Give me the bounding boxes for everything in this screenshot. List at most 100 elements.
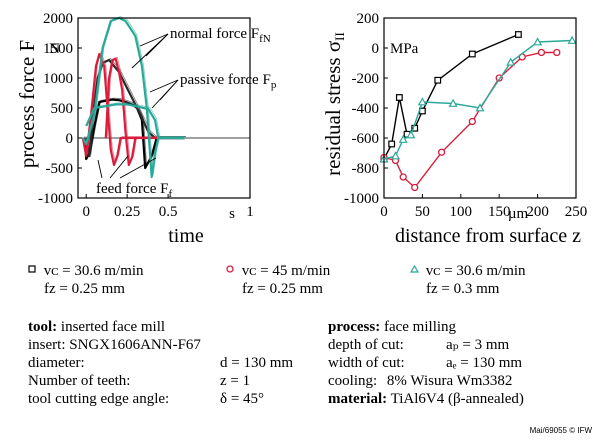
annotation-label: feed force Ff bbox=[96, 181, 172, 200]
right-x-tick-label: 50 bbox=[415, 204, 430, 220]
legend-vc: vᴄ = 30.6 m/min bbox=[43, 263, 144, 279]
annotation-text: passive force F bbox=[180, 72, 271, 88]
left-series-trace-0 bbox=[85, 97, 186, 168]
legend-item-circle: vᴄ = 45 m/min fᴢ = 0.25 mm bbox=[226, 262, 330, 298]
right-y-axis-label-text: residual stress σ bbox=[321, 41, 345, 176]
left-series-trace-4 bbox=[84, 16, 186, 176]
data-point-triangle bbox=[567, 35, 577, 44]
left-annotations: normal force FfN passive force Fp feed for… bbox=[96, 26, 277, 200]
right-x-unit: µm bbox=[508, 206, 529, 222]
tool-insert: insert: SNGX1606ANN-F67 bbox=[28, 337, 201, 353]
right-series-line-triangle bbox=[383, 39, 573, 160]
data-point-circle bbox=[468, 117, 476, 126]
right-ticks: -1000 -800 -600 -400 -200 0 200 0 50 100 150 200 250 bbox=[344, 11, 587, 220]
annotation-text: feed force F bbox=[96, 181, 168, 197]
left-y-tick-label: 1500 bbox=[43, 41, 73, 57]
teeth-value: z = 1 bbox=[220, 373, 251, 389]
tool-heading: tool: bbox=[28, 319, 58, 335]
annotation-pointer bbox=[139, 33, 169, 47]
process-info: process: face milling depth of cut: aₚ = … bbox=[328, 318, 524, 408]
left-y-tick-label: -500 bbox=[46, 161, 74, 177]
right-series-line-circle bbox=[383, 51, 557, 189]
data-point-circle bbox=[399, 173, 407, 181]
annotation-sub: f bbox=[168, 188, 172, 200]
width-label: width of cut: bbox=[328, 355, 405, 371]
data-point-circle bbox=[537, 48, 546, 57]
data-point-triangle bbox=[448, 98, 458, 107]
left-y-axis-label: process force F bbox=[15, 40, 39, 168]
data-point-circle bbox=[553, 48, 561, 57]
width-value: aₑ = 130 mm bbox=[446, 355, 523, 371]
left-x-tick-label: 0.5 bbox=[159, 204, 178, 220]
left-series-trace-5 bbox=[87, 102, 186, 137]
depth-label: depth of cut: bbox=[328, 337, 404, 353]
right-x-tick-label: 250 bbox=[565, 204, 588, 220]
right-y-tick-label: -400 bbox=[352, 101, 380, 117]
left-y-tick-label: -1000 bbox=[38, 191, 73, 207]
right-y-axis-label: residual stress σII bbox=[321, 32, 347, 176]
teeth-label: Number of teeth: bbox=[28, 373, 131, 389]
data-point-square bbox=[434, 76, 442, 84]
left-series-line-0 bbox=[83, 98, 185, 170]
legend-vc: vᴄ = 30.6 m/min bbox=[425, 263, 526, 279]
data-point-triangle bbox=[475, 103, 485, 112]
left-y-tick-label: 0 bbox=[66, 131, 74, 147]
annotation-text: normal force F bbox=[170, 26, 259, 42]
right-x-tick-label: 200 bbox=[526, 204, 549, 220]
right-y-tick-label: 0 bbox=[372, 41, 380, 57]
right-x-tick-label: 100 bbox=[450, 204, 473, 220]
cooling-label: cooling: bbox=[328, 373, 378, 389]
data-point-triangle bbox=[391, 151, 401, 160]
annotation-pointer bbox=[149, 79, 179, 93]
process-type: face milling bbox=[383, 319, 457, 335]
right-y-tick-label: -600 bbox=[352, 131, 380, 147]
annotation-label: passive force Fp bbox=[180, 72, 277, 91]
right-chart: -1000 -800 -600 -400 -200 0 200 0 50 100 150 200 250… bbox=[321, 11, 587, 247]
data-point-triangle bbox=[506, 57, 516, 66]
annotation-pointer bbox=[131, 33, 169, 69]
triangle-marker-icon bbox=[409, 262, 422, 280]
diameter-label: diameter: bbox=[28, 355, 85, 371]
right-x-axis-label: distance from surface z bbox=[395, 225, 581, 247]
diameter-value: d = 130 mm bbox=[220, 355, 294, 371]
data-point-square bbox=[388, 140, 396, 148]
data-point-triangle bbox=[417, 97, 427, 106]
left-ticks: -1000 -500 0 500 1000 1500 2000 0 0.25 0.5 1 bbox=[38, 11, 254, 220]
legend: vᴄ = 30.6 m/min fᴢ = 0.25 mm vᴄ = 45 m/m… bbox=[0, 262, 608, 308]
left-x-axis-label: time bbox=[168, 225, 204, 247]
left-series bbox=[81, 16, 186, 179]
annotation-pointer bbox=[109, 155, 129, 179]
legend-vc: vᴄ = 45 m/min bbox=[241, 263, 331, 279]
right-y-tick-label: -800 bbox=[352, 161, 380, 177]
material-value: TiAl6V4 (β-annealed) bbox=[390, 391, 524, 407]
data-point-circle bbox=[411, 183, 419, 192]
angle-label: tool cutting edge angle: bbox=[28, 391, 170, 407]
right-x-tick-label: 150 bbox=[488, 204, 511, 220]
data-point-square bbox=[514, 31, 522, 38]
depth-value: aₚ = 3 mm bbox=[446, 337, 510, 353]
legend-fz: fᴢ = 0.25 mm bbox=[242, 281, 323, 297]
left-x-unit: s bbox=[229, 206, 235, 222]
legend-fz: fᴢ = 0.25 mm bbox=[44, 281, 125, 297]
left-y-tick-label: 2000 bbox=[43, 11, 73, 27]
legend-item-square: vᴄ = 30.6 m/min fᴢ = 0.25 mm bbox=[28, 262, 144, 298]
right-y-tick-label: -200 bbox=[352, 71, 380, 87]
annotation-sub: fN bbox=[259, 33, 271, 45]
left-x-tick-label: 1 bbox=[246, 204, 254, 220]
left-series-line-4 bbox=[81, 16, 185, 179]
legend-fz: fᴢ = 0.3 mm bbox=[426, 281, 500, 297]
data-point-triangle bbox=[406, 130, 416, 139]
material-heading: material: bbox=[328, 391, 388, 407]
angle-value: δ = 45° bbox=[220, 391, 265, 407]
annotation-pointer bbox=[97, 159, 103, 179]
left-x-tick-label: 0 bbox=[82, 204, 90, 220]
legend-item-triangle: vᴄ = 30.6 m/min fᴢ = 0.3 mm bbox=[409, 262, 526, 298]
tool-info: tool: inserted face mill insert: SNGX160… bbox=[28, 318, 293, 408]
right-y-unit: MPa bbox=[390, 41, 419, 57]
right-y-tick-label: -1000 bbox=[344, 191, 379, 207]
annotation-pointer bbox=[119, 157, 157, 179]
right-x-tick-label: 0 bbox=[380, 204, 388, 220]
process-heading: process: bbox=[328, 319, 381, 335]
annotation-label: normal force FfN bbox=[170, 26, 271, 45]
